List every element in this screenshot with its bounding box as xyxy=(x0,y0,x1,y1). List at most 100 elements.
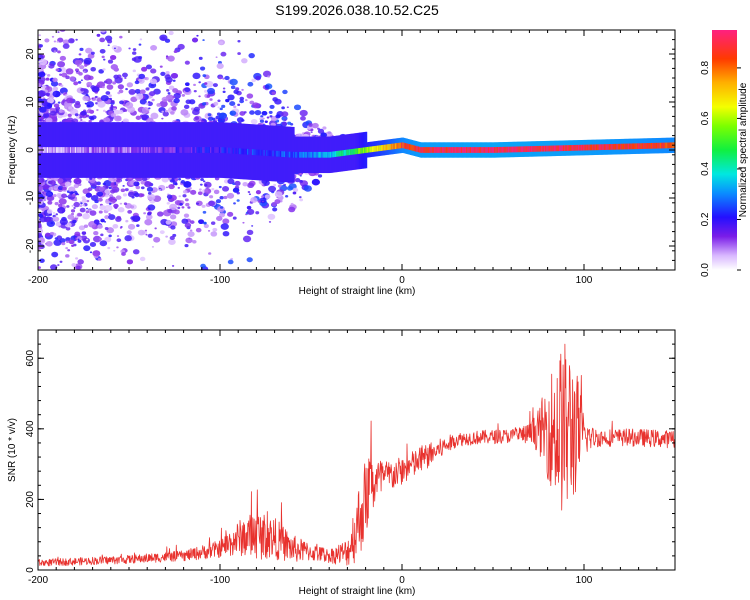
spectrogram-blob xyxy=(110,104,114,107)
spectrogram-ridge xyxy=(276,150,279,157)
spectrogram-ridge xyxy=(539,145,542,152)
spectrogram-ridge xyxy=(524,146,527,153)
spectrogram-ridge xyxy=(217,147,220,153)
spectrogram-blob xyxy=(235,87,240,91)
spectrogram-ridge xyxy=(541,145,544,152)
spectrogram-ridge xyxy=(277,150,280,157)
spectrogram-blob xyxy=(300,116,306,121)
spectrogram-blob xyxy=(117,84,125,90)
spectrogram-ridge xyxy=(159,147,161,153)
spectrogram-blob xyxy=(251,78,256,83)
spectrogram-blob xyxy=(222,77,225,80)
spectrogram-ridge xyxy=(230,147,233,154)
spectrogram-ridge xyxy=(54,147,57,153)
spectrogram-blob xyxy=(90,194,99,202)
spectrogram-ridge xyxy=(370,146,373,153)
spectrogram-blob xyxy=(99,205,106,211)
spectrogram-blob xyxy=(182,194,187,198)
spectrogram-blob xyxy=(150,84,154,87)
spectrogram-ridge xyxy=(590,144,593,151)
spectrogram-blob xyxy=(130,96,138,103)
spectrogram-blob xyxy=(193,89,197,93)
spectrogram-ridge xyxy=(508,146,510,153)
spectrogram-ridge xyxy=(492,147,495,153)
spectrogram-blob xyxy=(218,112,227,120)
spectrogram-ridge xyxy=(523,146,526,153)
spectrogram-ridge xyxy=(459,147,462,153)
spectrogram-blob xyxy=(123,202,128,206)
spectrogram-blob xyxy=(49,231,55,236)
spectrogram-blob xyxy=(110,64,118,70)
spectrogram-blob xyxy=(72,219,77,224)
spectrogram-ridge xyxy=(410,144,412,151)
y-tick-label: 10 xyxy=(25,96,36,108)
spectrogram-blob xyxy=(46,209,53,214)
spectrogram-blob xyxy=(50,264,58,270)
spectrogram-ridge xyxy=(58,147,61,153)
spectrogram-blob xyxy=(114,182,117,184)
spectrogram-blob xyxy=(54,237,58,240)
spectrogram-blob xyxy=(85,210,90,214)
spectrogram-blob xyxy=(93,230,99,236)
spectrogram-blob xyxy=(116,238,122,243)
spectrogram-blob xyxy=(245,213,248,216)
spectrogram-ridge xyxy=(491,147,494,153)
spectrogram-blob xyxy=(199,66,206,71)
x-tick-label: -100 xyxy=(210,275,230,286)
snr-panel: -200 -100 0 100 0 200 400 600 Height of straigh… xyxy=(7,329,676,597)
spectrogram-ridge xyxy=(362,147,365,154)
spectrogram-blob xyxy=(69,76,76,82)
spectrogram-ridge xyxy=(197,147,200,153)
spectrogram-ridge xyxy=(527,146,530,152)
spectrogram-ridge xyxy=(222,147,225,154)
spectrogram-ridge xyxy=(258,149,261,156)
spectrogram-blob xyxy=(171,184,175,187)
spectrogram-blob xyxy=(59,55,67,61)
spectrogram-ridge xyxy=(155,147,158,153)
spectrogram-ridge xyxy=(570,145,573,151)
spectrogram-blob xyxy=(242,221,245,224)
spectrogram-blob xyxy=(98,210,103,214)
spectrogram-blob xyxy=(134,88,141,94)
spectrogram-blob xyxy=(227,211,234,217)
spectrogram-blob xyxy=(47,64,50,67)
spectrogram-blob xyxy=(116,235,120,237)
spectrogram-blob xyxy=(165,70,170,75)
spectrogram-blob xyxy=(222,230,230,237)
spectrogram-blob xyxy=(73,178,82,185)
spectrogram-ridge xyxy=(534,146,537,152)
spectrogram-blob xyxy=(198,188,202,191)
spectrogram-blob xyxy=(108,234,112,238)
spectrogram-ridge xyxy=(267,150,270,156)
spectrogram-ridge xyxy=(66,147,68,153)
spectrogram-blob xyxy=(169,214,177,220)
spectrogram-blob xyxy=(198,219,205,224)
spectrogram-ridge xyxy=(564,145,566,152)
spectrogram-blob xyxy=(102,68,106,71)
spectrogram-blob xyxy=(128,47,131,50)
spectrogram-blob xyxy=(147,212,152,216)
spectrogram-blob xyxy=(247,182,255,189)
spectrogram-ridge xyxy=(416,146,419,152)
spectrogram-ridge xyxy=(453,147,456,153)
spectrogram-blob xyxy=(272,207,278,212)
spectrogram-blob xyxy=(57,101,61,104)
spectrogram-ridge xyxy=(301,151,304,158)
spectrogram-ridge xyxy=(625,143,628,150)
spectrogram-blob xyxy=(184,60,190,65)
spectrogram-blob xyxy=(310,131,313,134)
spectrogram-ridge xyxy=(235,148,238,154)
spectrogram-ridge xyxy=(90,147,93,153)
spectrogram-blob xyxy=(204,183,208,187)
spectrogram-blob xyxy=(150,44,158,51)
spectrogram-ridge xyxy=(252,149,254,155)
spectrogram-blob xyxy=(172,88,179,94)
spectrogram-blob xyxy=(246,205,252,210)
spectrogram-ridge xyxy=(297,151,300,158)
spectrogram-blob xyxy=(116,179,121,183)
spectrogram-blob xyxy=(110,113,116,118)
spectrogram-blob xyxy=(292,191,297,195)
spectrogram-ridge xyxy=(499,146,501,153)
spectrogram-blob xyxy=(178,178,182,181)
